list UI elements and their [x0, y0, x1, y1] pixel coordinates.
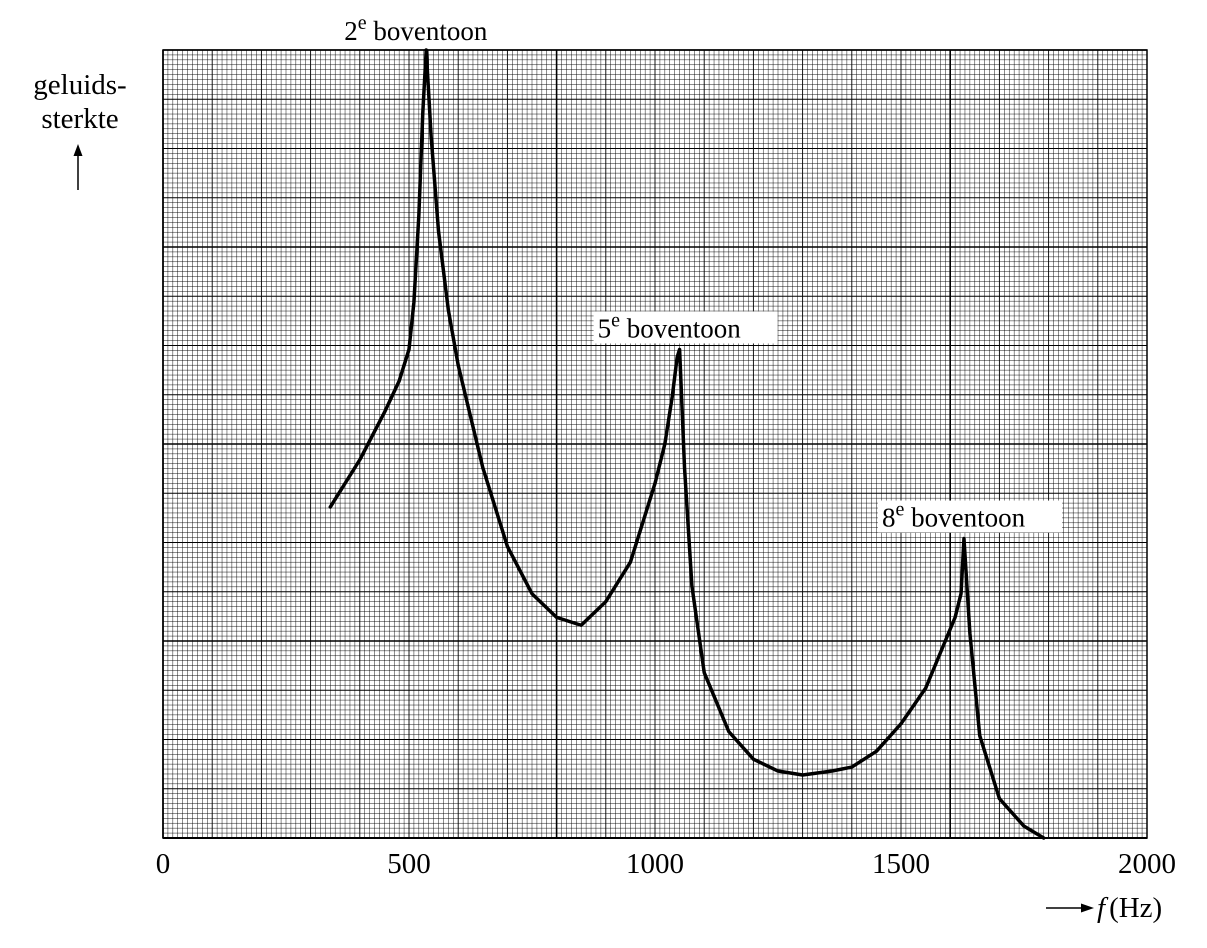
y-axis-label-line2: sterkte — [41, 103, 118, 135]
x-tick-label: 2000 — [1118, 848, 1176, 880]
peak-label: 8e boventoon — [877, 499, 1062, 533]
peak-label-text: 8e boventoon — [882, 499, 1026, 533]
peak-label-background — [877, 500, 1062, 533]
chart-grid — [162, 49, 1148, 839]
x-tick-label: 1000 — [626, 848, 684, 880]
y-axis-arrow-icon — [73, 144, 83, 190]
y-axis-label-line1: geluids- — [33, 69, 126, 101]
x-tick-labels: 0 500 1000 1500 2000 — [156, 848, 1176, 880]
x-tick-label: 500 — [387, 848, 431, 880]
x-tick-label: 1500 — [872, 848, 930, 880]
peak-label-background — [593, 311, 778, 344]
peak-label-text: 5e boventoon — [598, 309, 742, 343]
x-axis-arrow-icon — [1046, 903, 1094, 913]
peak-label-text: 2e boventoon — [344, 12, 488, 46]
peak-label: 5e boventoon — [593, 309, 778, 344]
peak-label: 2e boventoon — [344, 12, 488, 46]
x-axis-label: f (Hz) — [1097, 892, 1162, 924]
sound-intensity-curve — [328, 48, 1046, 840]
peak-annotations: 2e boventoon 5e boventoon 8e boventoon — [344, 12, 1062, 533]
x-tick-label: 0 — [156, 848, 171, 880]
